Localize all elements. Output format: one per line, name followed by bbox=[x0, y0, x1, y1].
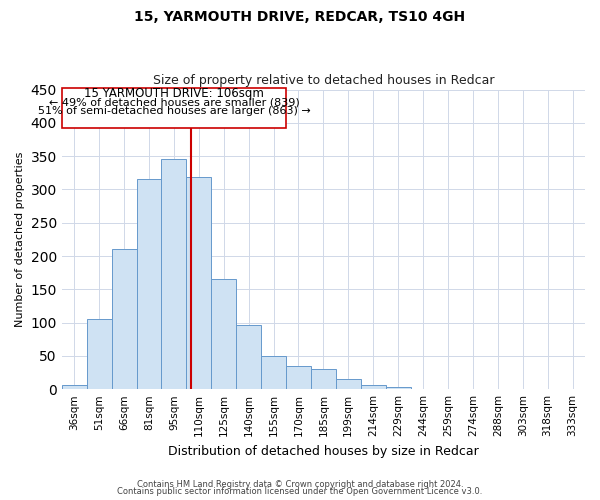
Bar bbox=[386, 386, 410, 389]
FancyBboxPatch shape bbox=[62, 88, 286, 128]
X-axis label: Distribution of detached houses by size in Redcar: Distribution of detached houses by size … bbox=[168, 444, 479, 458]
Text: ← 49% of detached houses are smaller (839): ← 49% of detached houses are smaller (83… bbox=[49, 97, 299, 107]
Bar bbox=[137, 180, 161, 389]
Bar bbox=[161, 160, 187, 389]
Bar bbox=[361, 384, 386, 389]
Bar bbox=[187, 178, 211, 389]
Bar bbox=[211, 280, 236, 389]
Bar bbox=[410, 388, 436, 389]
Bar bbox=[261, 356, 286, 389]
Bar bbox=[286, 366, 311, 389]
Bar bbox=[436, 388, 460, 389]
Text: 15, YARMOUTH DRIVE, REDCAR, TS10 4GH: 15, YARMOUTH DRIVE, REDCAR, TS10 4GH bbox=[134, 10, 466, 24]
Bar bbox=[336, 379, 361, 389]
Bar bbox=[311, 369, 336, 389]
Title: Size of property relative to detached houses in Redcar: Size of property relative to detached ho… bbox=[152, 74, 494, 87]
Y-axis label: Number of detached properties: Number of detached properties bbox=[15, 152, 25, 327]
Text: Contains HM Land Registry data © Crown copyright and database right 2024.: Contains HM Land Registry data © Crown c… bbox=[137, 480, 463, 489]
Bar bbox=[112, 250, 137, 389]
Text: 51% of semi-detached houses are larger (863) →: 51% of semi-detached houses are larger (… bbox=[38, 106, 310, 116]
Bar bbox=[236, 324, 261, 389]
Text: Contains public sector information licensed under the Open Government Licence v3: Contains public sector information licen… bbox=[118, 488, 482, 496]
Bar bbox=[62, 384, 87, 389]
Bar bbox=[87, 320, 112, 389]
Text: 15 YARMOUTH DRIVE: 106sqm: 15 YARMOUTH DRIVE: 106sqm bbox=[84, 87, 264, 100]
